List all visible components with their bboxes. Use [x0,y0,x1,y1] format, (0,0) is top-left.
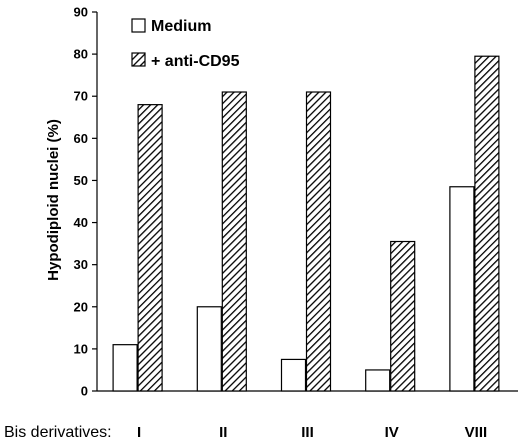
y-tick-label: 10 [74,341,88,356]
category-label-ii: II [219,424,227,438]
bar-anti-cd95-i [137,104,163,392]
y-tick-label: 50 [74,173,88,188]
bar-anti-cd95-viii [474,55,500,392]
y-tick-label: 60 [74,131,88,146]
bar-anti-cd95-iii [305,91,332,392]
y-tick-label: 30 [74,257,88,272]
bar-anti-cd95-ii [221,91,247,392]
bar-anti-cd95-iv [390,240,416,392]
y-tick-label: 80 [74,47,88,62]
x-axis-label: Bis derivatives: [4,424,112,438]
bar-medium-ii [196,306,222,392]
category-label-iii: III [301,424,314,438]
legend-label-anti-cd95: + anti-CD95 [151,53,240,70]
y-tick-label: 40 [74,215,88,230]
y-tick-label: 20 [74,299,88,314]
y-tick-label: 90 [74,5,88,20]
y-axis-label: Hypodiploid nuclei (%) [45,119,62,281]
y-tick-label: 70 [74,89,88,104]
category-label-i: I [137,424,141,438]
bars-group [112,55,500,392]
bar-medium-viii [449,186,475,392]
legend-swatch-medium [131,18,146,33]
bar-medium-iv [365,369,391,392]
bar-medium-iii [280,358,307,392]
y-tick-label: 0 [81,384,88,399]
legend-swatch-anti-cd95 [131,52,146,67]
legend-label-medium: Medium [151,18,211,35]
legend: Medium + anti-CD95 [131,18,240,70]
category-label-viii: VIII [465,424,488,438]
bar-medium-i [112,344,138,392]
category-labels: I II III IV VIII [137,424,487,438]
category-label-iv: IV [385,424,399,438]
y-axis-ticks: 0 10 20 30 40 50 60 70 80 90 [74,5,97,399]
